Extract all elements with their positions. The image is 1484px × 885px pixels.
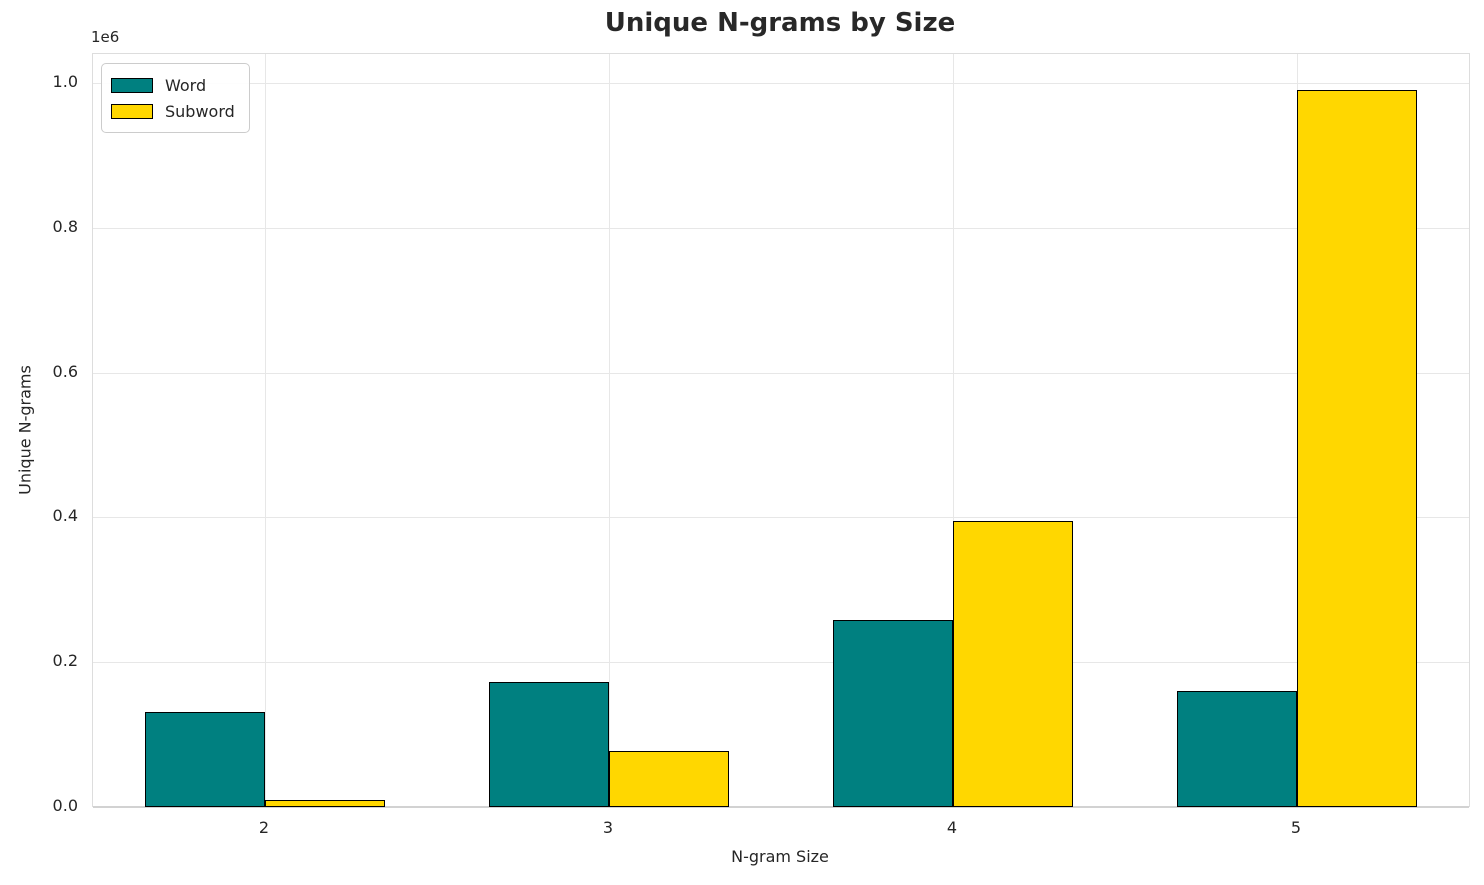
x-axis-line xyxy=(93,806,1469,808)
x-tick-label: 4 xyxy=(946,818,958,837)
chart-title: Unique N-grams by Size xyxy=(604,8,956,38)
bar-subword-2 xyxy=(265,800,385,807)
plot-area xyxy=(92,53,1470,808)
bar-word-3 xyxy=(489,682,609,807)
legend-label: Word xyxy=(165,75,207,95)
h-gridline xyxy=(93,517,1469,519)
x-axis-label: N-gram Size xyxy=(731,847,829,866)
bar-word-2 xyxy=(145,712,265,807)
bar-word-5 xyxy=(1177,691,1297,807)
h-gridline xyxy=(93,227,1469,229)
v-gridline xyxy=(265,54,266,807)
h-gridline xyxy=(93,372,1469,374)
y-tick-label: 1.0 xyxy=(52,71,78,91)
v-gridline xyxy=(953,54,954,807)
bar-word-4 xyxy=(833,620,953,807)
y-tick-label: 0.2 xyxy=(52,651,78,671)
x-tick-label: 2 xyxy=(258,818,270,837)
x-tick-label: 5 xyxy=(1290,818,1302,837)
bar-subword-3 xyxy=(609,751,729,807)
y-tick-label: 0.8 xyxy=(52,216,78,236)
legend-entry-subword: Subword xyxy=(111,98,235,124)
y-axis-label: Unique N-grams xyxy=(15,365,35,495)
legend-swatch-icon xyxy=(111,103,153,119)
legend-entry-word: Word xyxy=(111,72,235,98)
legend-swatch-icon xyxy=(111,77,153,93)
y-tick-label: 0.0 xyxy=(52,796,78,815)
bar-subword-4 xyxy=(953,521,1073,807)
legend-label: Subword xyxy=(165,101,235,121)
v-gridline xyxy=(609,54,610,807)
h-gridline xyxy=(93,662,1469,664)
h-gridline xyxy=(93,82,1469,84)
y-axis-offset-label: 1e6 xyxy=(91,28,120,46)
y-tick-label: 0.6 xyxy=(52,361,78,381)
legend: Word Subword xyxy=(101,63,250,133)
y-tick-label: 0.4 xyxy=(52,506,78,526)
x-tick-label: 3 xyxy=(602,818,614,837)
bar-subword-5 xyxy=(1297,90,1417,807)
